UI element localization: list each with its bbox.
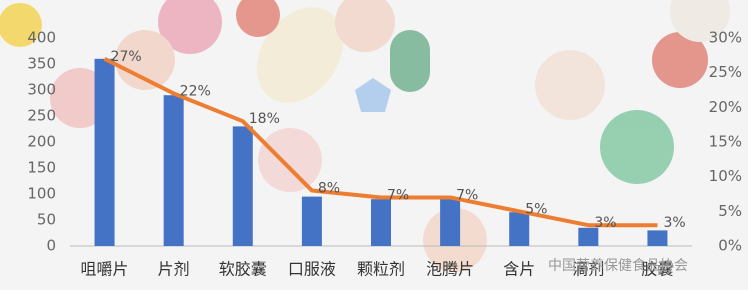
data-label: 7%: [387, 187, 409, 203]
bar: [302, 197, 322, 246]
x-tick-label: 软胶囊: [219, 260, 267, 279]
data-label: 5%: [525, 201, 547, 217]
watermark: 中国营养保健食品协会: [548, 257, 688, 274]
data-label: 3%: [594, 215, 616, 231]
bar: [371, 199, 391, 246]
y-tick-label: 400: [27, 29, 56, 47]
y2-tick-label: 30%: [709, 29, 742, 47]
bar: [164, 95, 184, 246]
x-tick-label: 颗粒剂: [357, 260, 405, 279]
y-tick-label: 300: [27, 81, 56, 99]
y-tick-label: 0: [46, 237, 56, 255]
data-label: 8%: [318, 181, 340, 197]
bar: [440, 199, 460, 246]
bar: [647, 230, 667, 246]
y-tick-label: 50: [37, 211, 56, 229]
y2-tick-label: 10%: [709, 167, 742, 185]
x-tick-label: 含片: [503, 260, 535, 279]
y2-tick-label: 20%: [709, 98, 742, 116]
data-label: 22%: [180, 83, 211, 99]
x-tick-label: 口服液: [288, 260, 336, 279]
y2-tick-label: 25%: [709, 63, 742, 81]
data-label: 27%: [111, 49, 142, 65]
data-label: 3%: [663, 215, 685, 231]
x-tick-label: 片剂: [158, 260, 190, 279]
y-tick-label: 100: [27, 185, 56, 203]
y-tick-label: 200: [27, 133, 56, 151]
chart: 0 50 100 150 200 250 300 350 400 0% 5% 10% 15% 20% 25%…: [0, 0, 748, 290]
bar: [95, 59, 115, 246]
y-tick-label: 150: [27, 159, 56, 177]
x-tick-label: 泡腾片: [426, 260, 474, 279]
y-tick-label: 350: [27, 55, 56, 73]
y2-tick-label: 15%: [709, 133, 742, 151]
y-tick-label: 250: [27, 107, 56, 125]
bar: [233, 126, 253, 246]
x-tick-label: 咀嚼片: [81, 260, 129, 279]
data-label: 18%: [249, 111, 280, 127]
data-label: 7%: [456, 187, 478, 203]
y2-tick-label: 5%: [718, 202, 742, 220]
y2-tick-label: 0%: [718, 237, 742, 255]
